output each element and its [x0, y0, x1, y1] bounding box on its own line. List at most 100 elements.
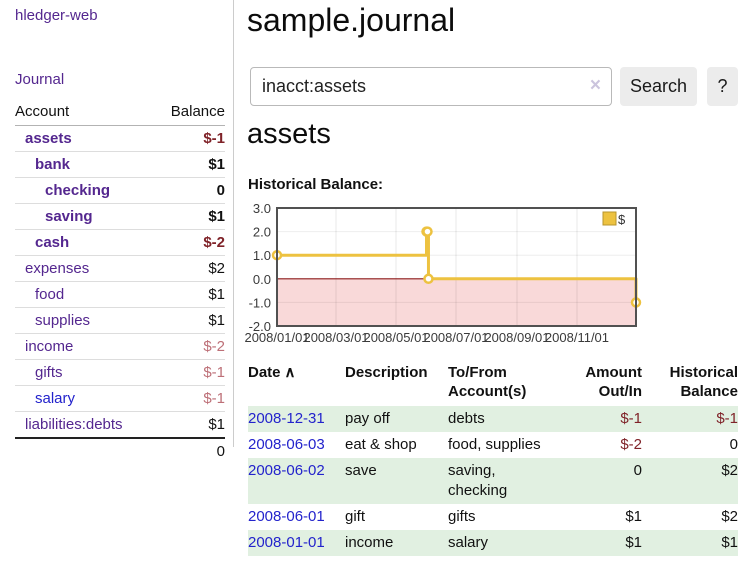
search-form: ×	[250, 67, 612, 106]
account-row: bank $1	[15, 151, 225, 178]
search-input[interactable]	[250, 67, 612, 106]
account-link-bank[interactable]: bank	[35, 156, 71, 173]
account-link-income[interactable]: income	[25, 338, 74, 355]
transaction-description: eat & shop	[345, 436, 417, 453]
transaction-description: gift	[345, 508, 366, 525]
transaction-balance: $-1	[716, 410, 738, 427]
register-header-description: Description	[345, 364, 428, 381]
transaction-row[interactable]: 2008-06-01 gift gifts $1 $2	[248, 504, 738, 530]
historical-balance-chart: $3.0 2.0 1.0 0.0 -1.0 -2.0 2008/01/01 2008/03/0…	[244, 200, 644, 348]
accounts-total-row: 0	[15, 437, 225, 464]
register-header-balance: Historical Balance	[669, 364, 738, 400]
transaction-date-link[interactable]: 2008-12-31	[248, 410, 325, 427]
account-link-liabilities-debts[interactable]: liabilities:debts	[25, 416, 123, 433]
accounts-header-row: Account Balance	[15, 101, 225, 126]
account-row: saving $1	[15, 203, 225, 230]
register-header-date[interactable]: Date ∧	[248, 363, 345, 406]
register-header-row: Date ∧ Description To/From Account(s) Amo…	[248, 363, 738, 406]
transaction-row[interactable]: 2008-06-02 save saving, checking 0 $2	[248, 458, 738, 504]
account-balance: $-1	[154, 385, 225, 412]
transaction-date-link[interactable]: 2008-01-01	[248, 534, 325, 551]
chart-canvas: $3.0 2.0 1.0 0.0 -1.0 -2.02008/01/012008/03/0…	[244, 201, 642, 345]
svg-text:2.0: 2.0	[253, 225, 271, 240]
account-link-assets[interactable]: assets	[25, 130, 72, 147]
transaction-row[interactable]: 2008-01-01 income salary $1 $1	[248, 530, 738, 556]
account-row: food $1	[15, 281, 225, 308]
help-button[interactable]: ?	[707, 67, 738, 106]
account-row: cash $-2	[15, 229, 225, 256]
account-balance: $-1	[154, 125, 225, 152]
account-balance: $2	[154, 255, 225, 282]
account-row: checking 0	[15, 177, 225, 204]
sidebar: hledger-web Journal Account Balance asse…	[0, 0, 234, 464]
svg-text:2008/11/01: 2008/11/01	[545, 330, 609, 345]
transaction-row[interactable]: 2008-12-31 pay off debts $-1 $-1	[248, 406, 738, 432]
svg-text:$: $	[618, 212, 626, 227]
transaction-amount: $-1	[620, 410, 642, 427]
account-balance: $1	[154, 151, 225, 178]
transaction-balance: $1	[721, 534, 738, 551]
account-row: expenses $2	[15, 255, 225, 282]
transaction-date-link[interactable]: 2008-06-01	[248, 508, 325, 525]
transaction-amount: $1	[625, 534, 642, 551]
account-row: liabilities:debts $1	[15, 411, 225, 439]
accounts-total-value: 0	[154, 437, 225, 464]
account-balance: $1	[154, 307, 225, 334]
account-row: income $-2	[15, 333, 225, 360]
account-link-gifts[interactable]: gifts	[35, 364, 63, 381]
app-title-link[interactable]: hledger-web	[15, 7, 98, 24]
svg-text:2008/07/01: 2008/07/01	[423, 330, 488, 345]
account-balance: $-1	[154, 359, 225, 386]
search-button[interactable]: Search	[620, 67, 697, 106]
account-link-expenses[interactable]: expenses	[25, 260, 90, 277]
sort-asc-icon: ∧	[284, 364, 296, 381]
sidebar-item-journal[interactable]: Journal	[15, 71, 65, 88]
historical-balance-label: Historical Balance:	[248, 176, 384, 193]
svg-text:-2.0: -2.0	[249, 319, 271, 334]
transaction-date-link[interactable]: 2008-06-02	[248, 462, 325, 479]
register-header-amount: Amount Out/In	[585, 364, 642, 400]
transaction-balance: $2	[721, 462, 738, 479]
account-row: salary $-1	[15, 385, 225, 412]
account-link-supplies[interactable]: supplies	[35, 312, 91, 329]
svg-text:-1.0: -1.0	[249, 295, 271, 310]
account-link-cash[interactable]: cash	[35, 234, 70, 251]
section-title: assets	[247, 118, 331, 150]
transaction-description: save	[345, 462, 377, 479]
svg-text:2008/01/01: 2008/01/01	[244, 330, 309, 345]
register-table: Date ∧ Description To/From Account(s) Amo…	[248, 363, 738, 556]
svg-text:1.0: 1.0	[253, 248, 271, 263]
account-link-saving[interactable]: saving	[45, 208, 93, 225]
accounts-header-balance: Balance	[154, 101, 225, 126]
account-link-checking[interactable]: checking	[45, 182, 111, 199]
account-link-salary[interactable]: salary	[35, 390, 76, 407]
clear-search-icon[interactable]: ×	[589, 75, 601, 96]
page-title: sample.journal	[247, 2, 456, 38]
transaction-amount: $-2	[620, 436, 642, 453]
transaction-amount: $1	[625, 508, 642, 525]
transaction-balance: $2	[721, 508, 738, 525]
transaction-row[interactable]: 2008-06-03 eat & shop food, supplies $-2…	[248, 432, 738, 458]
transaction-date-link[interactable]: 2008-06-03	[248, 436, 325, 453]
accounts-table: Account Balance assets $-1 bank $1 check…	[15, 101, 225, 464]
account-balance: $-2	[154, 229, 225, 256]
account-balance: 0	[154, 177, 225, 204]
transaction-accounts: salary	[448, 534, 489, 551]
transaction-amount: 0	[633, 462, 642, 479]
svg-text:2008/05/01: 2008/05/01	[363, 330, 428, 345]
transaction-accounts: gifts	[448, 508, 476, 525]
accounts-header-account: Account	[15, 101, 155, 126]
svg-text:2008/09/01: 2008/09/01	[484, 330, 549, 345]
svg-text:3.0: 3.0	[253, 201, 271, 216]
svg-text:2008/03/01: 2008/03/01	[303, 330, 368, 345]
account-balance: $-2	[154, 333, 225, 360]
account-row: supplies $1	[15, 307, 225, 334]
account-link-food[interactable]: food	[35, 286, 65, 303]
register-header-accounts: To/From Account(s)	[448, 364, 527, 400]
transaction-accounts: food, supplies	[448, 436, 541, 453]
transaction-accounts: saving, checking	[448, 462, 508, 499]
account-balance: $1	[154, 281, 225, 308]
transaction-description: income	[345, 534, 394, 551]
transaction-accounts: debts	[448, 410, 485, 427]
transaction-description: pay off	[345, 410, 390, 427]
